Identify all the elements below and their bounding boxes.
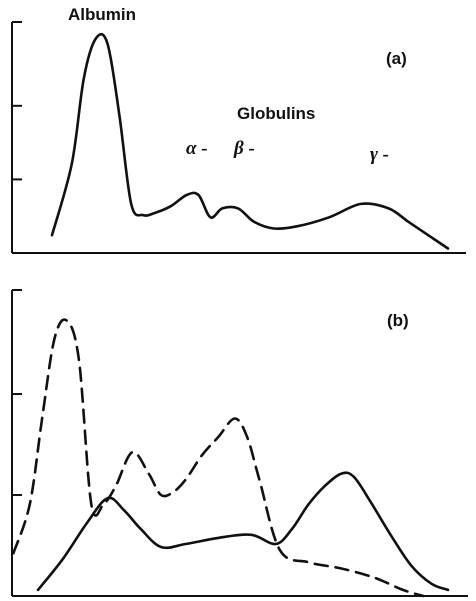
gamma-annotation: γ - <box>370 144 389 165</box>
panel-a-curves <box>50 32 450 250</box>
alpha-annotation: α - <box>186 138 208 159</box>
panel-b: (b) <box>11 289 468 598</box>
panel-b-y-ticks <box>12 289 22 497</box>
panel-a: Albumin (a) Globulins α - β - γ - <box>11 5 466 254</box>
panel-b-curves <box>12 318 450 598</box>
panel-a-y-ticks <box>12 21 22 181</box>
beta-annotation: β - <box>233 138 255 159</box>
panel-b-solid-curve <box>36 471 450 592</box>
panel-a-solid-curve <box>50 32 450 250</box>
albumin-annotation: Albumin <box>68 5 136 24</box>
globulins-annotation: Globulins <box>237 104 315 123</box>
panel-b-label: (b) <box>387 311 409 330</box>
panel-b-dashed-curve <box>12 318 425 598</box>
panel-a-label: (a) <box>386 49 407 68</box>
